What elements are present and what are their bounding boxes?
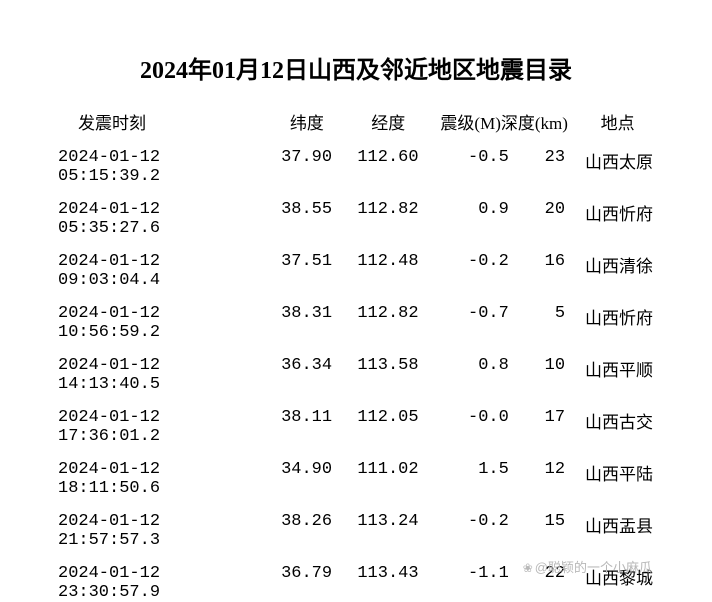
watermark-icon: ❀ <box>523 561 533 575</box>
watermark-text: @聪颖的一个小麻瓜 <box>535 560 652 575</box>
cell-lon: 112.82 <box>341 200 435 238</box>
cell-loc: 山西古交 <box>573 408 662 446</box>
cell-loc: 山西清徐 <box>573 252 662 290</box>
cell-lat: 36.34 <box>272 356 341 394</box>
cell-depth: 10 <box>509 356 573 394</box>
header-time: 发震时刻 <box>50 109 272 134</box>
header-mag-depth: 震级(M)深度(km) <box>435 109 573 134</box>
cell-loc: 山西太原 <box>573 148 662 186</box>
cell-mag: -0.5 <box>435 148 509 186</box>
table-header-row: 发震时刻 纬度 经度 震级(M)深度(km) 地点 <box>50 109 662 134</box>
cell-lat: 37.51 <box>272 252 341 290</box>
cell-depth: 23 <box>509 148 573 186</box>
page-title: 2024年01月12日山西及邻近地区地震目录 <box>50 50 662 85</box>
cell-lat: 38.11 <box>272 408 341 446</box>
table-row: 2024-01-12 09:03:04.437.51112.48-0.216山西… <box>50 252 662 290</box>
cell-depth: 16 <box>509 252 573 290</box>
cell-lat: 36.79 <box>272 564 341 602</box>
cell-time: 2024-01-12 23:30:57.9 <box>50 564 272 602</box>
cell-depth: 5 <box>509 304 573 342</box>
watermark: ❀@聪颖的一个小麻瓜 <box>523 557 652 576</box>
cell-mag: 0.9 <box>435 200 509 238</box>
cell-mag: 1.5 <box>435 460 509 498</box>
table-row: 2024-01-12 10:56:59.238.31112.82-0.75山西忻… <box>50 304 662 342</box>
cell-mag: -0.2 <box>435 512 509 550</box>
cell-time: 2024-01-12 14:13:40.5 <box>50 356 272 394</box>
cell-time: 2024-01-12 17:36:01.2 <box>50 408 272 446</box>
cell-lon: 113.24 <box>341 512 435 550</box>
cell-loc: 山西平陆 <box>573 460 662 498</box>
header-loc: 地点 <box>573 109 662 134</box>
header-lat: 纬度 <box>272 109 341 134</box>
cell-time: 2024-01-12 10:56:59.2 <box>50 304 272 342</box>
cell-loc: 山西平顺 <box>573 356 662 394</box>
cell-mag: -0.0 <box>435 408 509 446</box>
cell-depth: 20 <box>509 200 573 238</box>
cell-lon: 111.02 <box>341 460 435 498</box>
cell-loc: 山西忻府 <box>573 304 662 342</box>
cell-time: 2024-01-12 05:15:39.2 <box>50 148 272 186</box>
header-lon: 经度 <box>341 109 435 134</box>
cell-lat: 34.90 <box>272 460 341 498</box>
cell-mag: -1.1 <box>435 564 509 602</box>
cell-depth: 17 <box>509 408 573 446</box>
table-row: 2024-01-12 05:35:27.638.55112.820.920山西忻… <box>50 200 662 238</box>
cell-lon: 112.05 <box>341 408 435 446</box>
cell-time: 2024-01-12 21:57:57.3 <box>50 512 272 550</box>
cell-lat: 37.90 <box>272 148 341 186</box>
cell-lon: 113.43 <box>341 564 435 602</box>
cell-time: 2024-01-12 09:03:04.4 <box>50 252 272 290</box>
cell-loc: 山西忻府 <box>573 200 662 238</box>
table-row: 2024-01-12 21:57:57.338.26113.24-0.215山西… <box>50 512 662 550</box>
cell-lat: 38.26 <box>272 512 341 550</box>
cell-lat: 38.31 <box>272 304 341 342</box>
earthquake-table: 发震时刻 纬度 经度 震级(M)深度(km) 地点 2024-01-12 05:… <box>50 109 662 602</box>
cell-depth: 12 <box>509 460 573 498</box>
cell-lon: 112.60 <box>341 148 435 186</box>
cell-lat: 38.55 <box>272 200 341 238</box>
cell-depth: 15 <box>509 512 573 550</box>
cell-lon: 112.48 <box>341 252 435 290</box>
cell-lon: 112.82 <box>341 304 435 342</box>
cell-mag: -0.7 <box>435 304 509 342</box>
table-row: 2024-01-12 05:15:39.237.90112.60-0.523山西… <box>50 148 662 186</box>
cell-mag: 0.8 <box>435 356 509 394</box>
cell-loc: 山西盂县 <box>573 512 662 550</box>
table-row: 2024-01-12 18:11:50.634.90111.021.512山西平… <box>50 460 662 498</box>
table-row: 2024-01-12 14:13:40.536.34113.580.810山西平… <box>50 356 662 394</box>
cell-time: 2024-01-12 05:35:27.6 <box>50 200 272 238</box>
cell-mag: -0.2 <box>435 252 509 290</box>
cell-lon: 113.58 <box>341 356 435 394</box>
table-row: 2024-01-12 17:36:01.238.11112.05-0.017山西… <box>50 408 662 446</box>
cell-time: 2024-01-12 18:11:50.6 <box>50 460 272 498</box>
